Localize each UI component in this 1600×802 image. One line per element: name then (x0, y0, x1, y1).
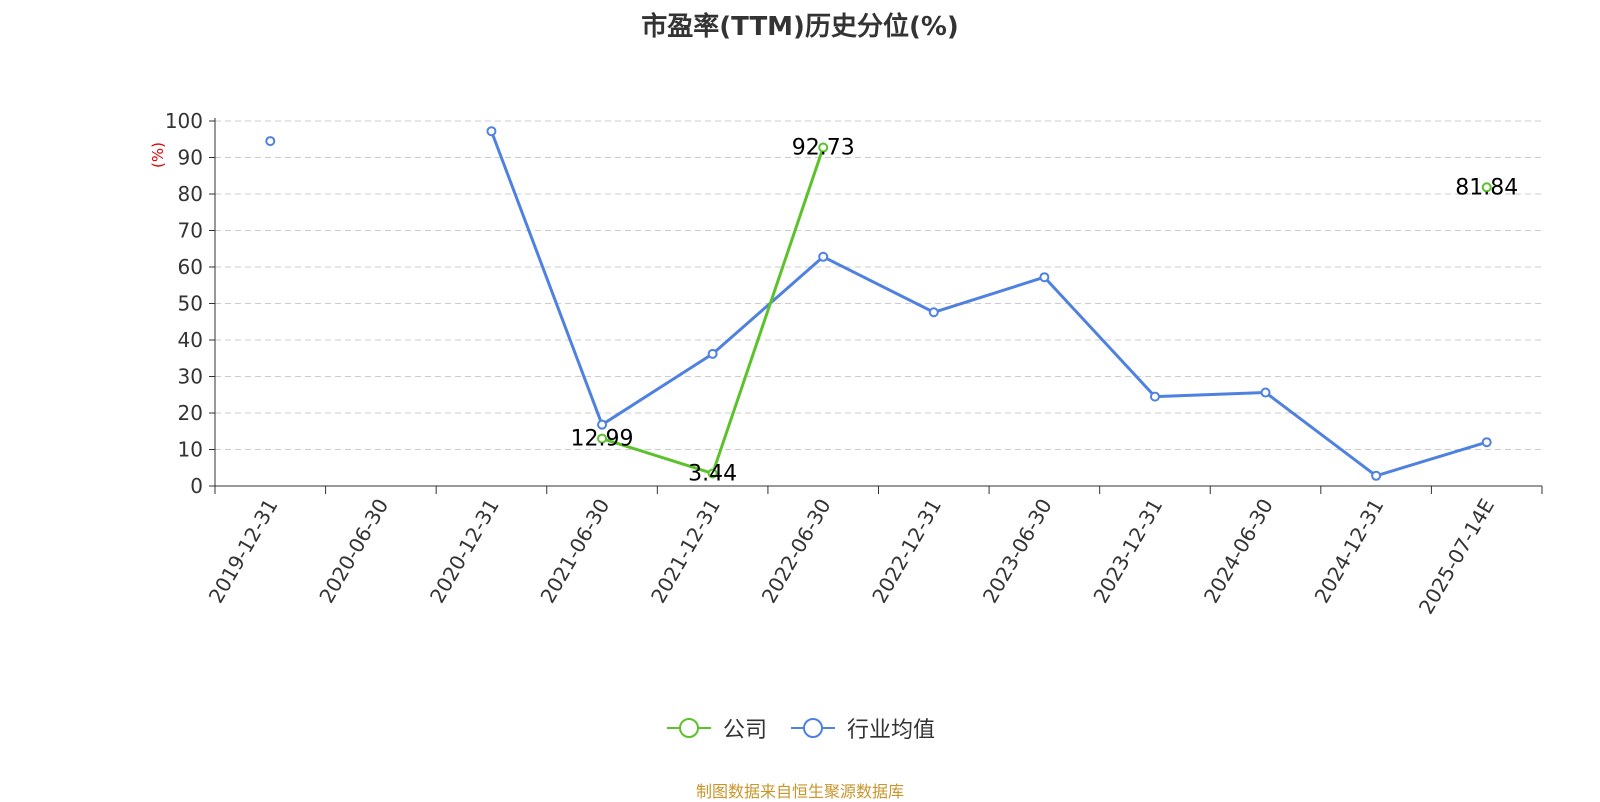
data-label-2021-12-31: 3.44 (688, 461, 737, 486)
x-tick-label-2023-06-30: 2023-06-30 (978, 495, 1057, 608)
data-point-1-2023-06-30 (1039, 272, 1050, 283)
data-label-2021-06-30: 12.99 (571, 427, 634, 452)
legend-label-company: 公司 (722, 718, 767, 743)
data-point-1-2025-07-14E (1481, 437, 1492, 448)
data-point-1-2022-12-31 (928, 307, 939, 318)
data-point-1-2021-12-31 (707, 348, 718, 359)
x-tick-label-2019-12-31: 2019-12-31 (204, 495, 283, 608)
x-tick-label-2024-06-30: 2024-06-30 (1199, 495, 1278, 608)
chart-title: 市盈率(TTM)历史分位(%) (641, 12, 959, 42)
x-tick-label-2023-12-31: 2023-12-31 (1088, 495, 1167, 608)
y-tick-label-100: 100 (165, 109, 203, 133)
x-tick-label-2022-06-30: 2022-06-30 (757, 495, 836, 608)
x-tick-label-2025-07-14E: 2025-07-14E (1414, 495, 1499, 619)
y-tick-label-0: 0 (190, 474, 203, 498)
x-tick-label-2024-12-31: 2024-12-31 (1310, 495, 1389, 608)
data-label-layer: 12.99 3.44 92.73 81.84 (571, 136, 1519, 487)
y-tick-label-50: 50 (178, 292, 203, 316)
data-point-1-2019-12-31 (265, 136, 276, 147)
legend-item-company[interactable]: 公司 (665, 712, 767, 744)
data-point-1-2024-12-31 (1371, 470, 1382, 481)
series-industry-avg (265, 126, 1492, 481)
y-tick-label-40: 40 (178, 328, 203, 352)
legend: 公司 行业均值 (0, 712, 1600, 744)
legend-item-industry-avg[interactable]: 行业均值 (789, 712, 935, 744)
data-point-1-2020-12-31 (486, 126, 497, 137)
series-line-0-0 (601, 147, 825, 475)
series-company (597, 142, 1492, 479)
grid-layer (215, 120, 1542, 450)
y-tick-label-80: 80 (178, 182, 203, 206)
data-label-2025-07-14E: 81.84 (1455, 175, 1518, 200)
x-tick-label-2020-06-30: 2020-06-30 (314, 495, 393, 608)
data-point-1-2021-06-30 (597, 419, 608, 430)
x-tick-label-2021-12-31: 2021-12-31 (646, 495, 725, 608)
axis-layer: 0 10 20 30 40 50 60 70 80 90 100 (%) 2019-12-31 2020-… (149, 109, 1543, 619)
data-point-0-2021-12-31 (707, 468, 718, 479)
data-point-0-2025-07-14E (1481, 182, 1492, 193)
y-tick-label-60: 60 (178, 255, 203, 279)
y-tick-label-20: 20 (178, 401, 203, 425)
y-tick-label-10: 10 (178, 438, 203, 462)
y-tick-label-30: 30 (178, 365, 203, 389)
data-point-1-2024-06-30 (1260, 387, 1271, 398)
x-tick-label-2020-12-31: 2020-12-31 (425, 495, 504, 608)
source-note: 制图数据来自恒生聚源数据库 (695, 782, 904, 801)
legend-marker-industry-avg (791, 718, 835, 738)
y-tick-label-70: 70 (178, 219, 203, 243)
x-tick-label-2022-12-31: 2022-12-31 (867, 495, 946, 608)
series-line-1-1 (490, 130, 1488, 478)
x-tick-label-2021-06-30: 2021-06-30 (535, 495, 614, 608)
data-label-2022-06-30: 92.73 (792, 136, 855, 161)
y-tick-label-90: 90 (178, 146, 203, 170)
series-layer (265, 126, 1492, 481)
data-point-1-2023-12-31 (1149, 391, 1160, 402)
data-point-0-2021-06-30 (597, 433, 608, 444)
data-point-1-2022-06-30 (818, 251, 829, 262)
legend-label-industry-avg: 行业均值 (847, 718, 936, 743)
legend-marker-company (666, 718, 711, 738)
y-axis-label: (%) (149, 142, 167, 168)
data-point-0-2022-06-30 (818, 142, 829, 153)
